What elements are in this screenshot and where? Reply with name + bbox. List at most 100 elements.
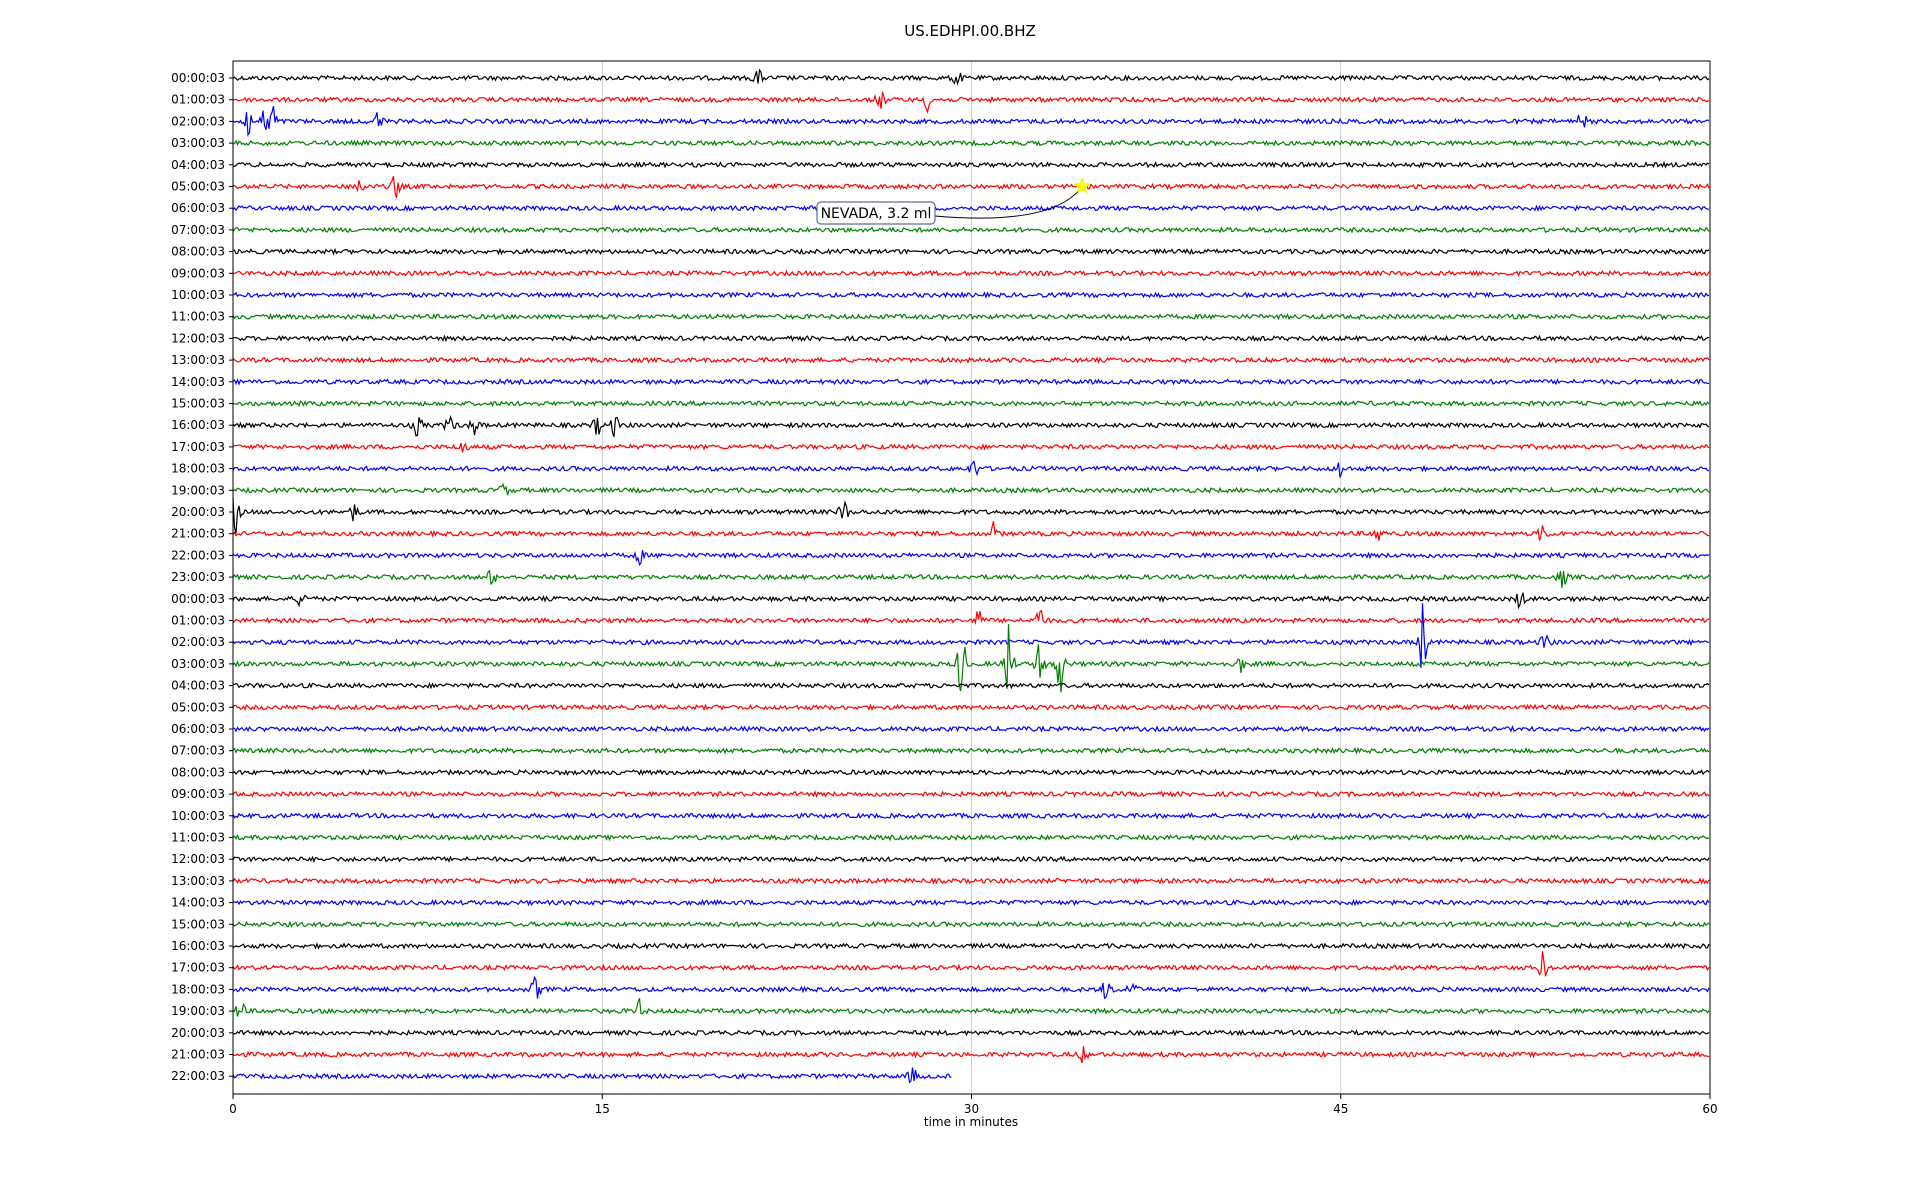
y-tick-label: 15:00:03 [171,397,225,411]
y-tick-label: 10:00:03 [171,809,225,823]
trace-row-21 [232,521,1710,541]
trace-row-5 [232,175,1710,198]
trace-row-46 [232,1067,952,1084]
trace-row-34 [232,812,1710,820]
y-tick-label: 14:00:03 [171,375,225,389]
trace-row-14 [232,378,1710,386]
y-tick-label: 02:00:03 [171,635,225,649]
x-axis-ticks: 0 15 30 45 60 [229,1094,1718,1116]
trace-row-27 [232,624,1710,693]
y-tick-label: 18:00:03 [171,462,225,476]
y-tick-label: 00:00:03 [171,71,225,85]
trace-row-18 [232,460,1710,478]
trace-row-43 [232,998,1710,1017]
x-tick-label: 15 [595,1102,610,1116]
y-tick-label: 19:00:03 [171,483,225,497]
trace-row-37 [232,877,1710,885]
trace-row-39 [232,920,1710,929]
y-tick-label: 09:00:03 [171,266,225,280]
trace-row-15 [232,399,1710,408]
trace-row-44 [232,1028,1710,1037]
y-tick-label: 02:00:03 [171,114,225,128]
y-tick-label: 16:00:03 [171,418,225,432]
y-tick-label: 19:00:03 [171,1004,225,1018]
y-tick-label: 11:00:03 [171,310,225,324]
trace-row-35 [232,833,1710,842]
trace-row-41 [232,951,1710,977]
y-tick-label: 13:00:03 [171,353,225,367]
trace-row-36 [232,855,1710,863]
trace-row-2 [232,106,1710,137]
trace-row-10 [232,291,1710,300]
seismic-traces [232,68,1710,1084]
y-tick-label: 04:00:03 [171,679,225,693]
trace-row-17 [232,442,1710,453]
y-tick-label: 08:00:03 [171,245,225,259]
trace-row-32 [232,768,1710,777]
y-tick-label: 23:00:03 [171,570,225,584]
y-tick-label: 22:00:03 [171,548,225,562]
trace-row-30 [232,725,1710,733]
y-tick-label: 17:00:03 [171,440,225,454]
y-tick-label: 03:00:03 [171,136,225,150]
trace-row-25 [232,609,1710,625]
y-tick-label: 15:00:03 [171,917,225,931]
trace-row-26 [232,603,1710,668]
trace-row-6 [232,204,1710,212]
chart-title: US.EDHPI.00.BHZ [904,22,1036,40]
x-tick-label: 45 [1333,1102,1348,1116]
trace-row-23 [232,569,1710,588]
y-tick-label: 00:00:03 [171,592,225,606]
y-tick-label: 05:00:03 [171,180,225,194]
plot-frame [232,60,1711,1095]
y-tick-label: 07:00:03 [171,744,225,758]
event-annotation: NEVADA, 3.2 ml [816,177,1091,225]
y-tick-label: 22:00:03 [171,1069,225,1083]
annotation-connector [934,186,1083,219]
trace-row-42 [232,975,1710,1000]
y-tick-label: 11:00:03 [171,831,225,845]
trace-row-7 [232,226,1710,234]
trace-row-12 [232,334,1710,343]
y-tick-label: 08:00:03 [171,765,225,779]
x-tick-label: 60 [1702,1102,1717,1116]
y-tick-label: 16:00:03 [171,939,225,953]
x-axis-label: time in minutes [924,1115,1018,1129]
trace-row-13 [232,356,1710,365]
trace-row-31 [232,746,1710,755]
y-tick-label: 10:00:03 [171,288,225,302]
trace-row-9 [232,269,1710,278]
x-tick-label: 30 [964,1102,979,1116]
y-tick-label: 17:00:03 [171,961,225,975]
trace-row-11 [232,312,1710,321]
trace-row-4 [232,160,1710,169]
trace-row-40 [232,942,1710,950]
y-tick-label: 01:00:03 [171,614,225,628]
y-tick-label: 18:00:03 [171,982,225,996]
y-tick-label: 20:00:03 [171,1026,225,1040]
trace-row-33 [232,790,1710,799]
y-tick-label: 21:00:03 [171,1048,225,1062]
annotation-box [816,201,936,225]
trace-row-38 [232,898,1710,907]
trace-row-22 [232,550,1710,567]
y-tick-label: 03:00:03 [171,657,225,671]
y-tick-label: 12:00:03 [171,331,225,345]
y-tick-label: 13:00:03 [171,874,225,888]
y-tick-label: 07:00:03 [171,223,225,237]
trace-row-19 [232,482,1710,496]
row-time-labels: 00:00:03 01:00:03 02:00:03 03:00:03 04:00:03… [171,71,233,1083]
y-tick-label: 20:00:03 [171,505,225,519]
y-tick-label: 05:00:03 [171,700,225,714]
x-tick-label: 0 [229,1102,237,1116]
trace-row-28 [232,681,1710,690]
y-tick-label: 01:00:03 [171,93,225,107]
trace-row-0 [232,68,1710,86]
trace-row-45 [232,1046,1710,1064]
trace-row-1 [232,91,1710,114]
trace-row-24 [232,592,1710,610]
event-star-marker [1073,177,1091,194]
y-tick-label: 06:00:03 [171,722,225,736]
